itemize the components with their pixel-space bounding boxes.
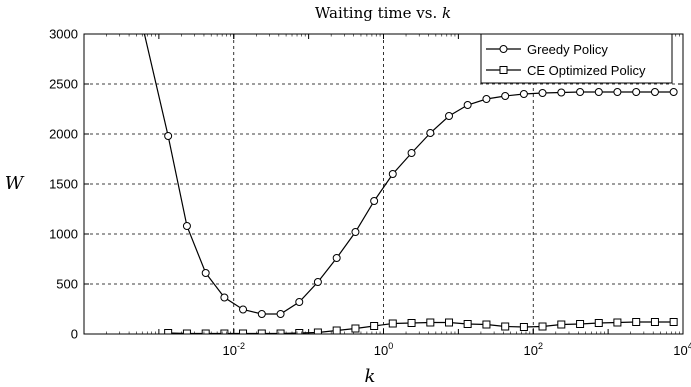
legend-label-greedy-policy: Greedy Policy [527, 42, 608, 57]
data-point-ce-optimized-policy [613, 318, 622, 327]
grid [84, 34, 683, 334]
data-point-greedy-policy [407, 149, 416, 157]
data-point-greedy-policy [201, 269, 210, 277]
data-point-greedy-policy [239, 305, 248, 314]
data-point-greedy-policy [182, 222, 191, 230]
data-point-greedy-policy [463, 101, 472, 109]
legend-item-ce-optimized-policy: CE Optimized Policy [486, 63, 646, 78]
data-point-ce-optimized-policy [519, 323, 528, 331]
legend-marker-greedy-policy [499, 45, 508, 53]
series-greedy-policy [143, 34, 678, 318]
data-point-greedy-policy [276, 310, 285, 318]
data-point-ce-optimized-policy [313, 328, 322, 334]
y-axis-label: W [5, 173, 25, 194]
data-point-greedy-policy [501, 92, 510, 100]
data-point-greedy-policy [445, 112, 454, 120]
legend-box [480, 33, 673, 84]
data-point-greedy-policy [538, 89, 547, 97]
data-point-ce-optimized-policy [426, 318, 435, 327]
data-point-ce-optimized-policy [407, 319, 416, 327]
legend-marker-ce-optimized-policy [499, 66, 508, 74]
data-point-greedy-policy [388, 170, 397, 178]
data-point-greedy-policy [519, 90, 528, 98]
data-point-ce-optimized-policy [650, 318, 659, 326]
data-point-ce-optimized-policy [669, 318, 678, 326]
legend-item-greedy-policy: Greedy Policy [486, 42, 608, 57]
data-point-ce-optimized-policy [370, 322, 379, 330]
data-point-greedy-policy [669, 88, 678, 96]
legend-label-ce-optimized-policy: CE Optimized Policy [527, 63, 646, 78]
data-point-greedy-policy [557, 88, 566, 97]
data-point-greedy-policy [370, 197, 379, 205]
legend: Greedy Policy CE Optimized Policy [480, 33, 673, 84]
chart-title: Waiting time vs. k [315, 4, 451, 22]
data-point-greedy-policy [295, 298, 304, 306]
data-point-ce-optimized-policy [538, 322, 547, 331]
data-point-greedy-policy [576, 88, 585, 96]
data-point-ce-optimized-policy [632, 318, 641, 326]
data-point-greedy-policy [594, 88, 603, 96]
data-point-ce-optimized-policy [463, 320, 472, 328]
data-point-ce-optimized-policy [332, 326, 341, 334]
y-tick-label: 1000 [49, 227, 78, 242]
data-point-ce-optimized-policy [351, 324, 360, 333]
data-point-greedy-policy [220, 293, 229, 302]
data-point-greedy-policy [257, 310, 266, 318]
data-point-ce-optimized-policy [594, 319, 603, 327]
data-point-ce-optimized-policy [164, 329, 173, 334]
data-point-ce-optimized-policy [388, 319, 397, 328]
y-tick-label: 1500 [49, 177, 78, 192]
x-tick-label: 100 [374, 341, 393, 358]
data-point-greedy-policy [426, 129, 435, 137]
x-tick-label: 104 [673, 341, 691, 358]
y-tick-label: 2500 [49, 77, 78, 92]
y-tick-label: 500 [56, 277, 78, 292]
x-tick-label: 102 [524, 341, 543, 358]
data-point-ce-optimized-policy [482, 320, 491, 329]
y-tick-label: 0 [71, 327, 78, 342]
data-point-ce-optimized-policy [557, 320, 566, 329]
data-point-greedy-policy [351, 228, 360, 236]
data-point-ce-optimized-policy [445, 318, 454, 327]
data-point-greedy-policy [613, 88, 622, 96]
data-point-ce-optimized-policy [295, 329, 304, 334]
data-point-ce-optimized-policy [576, 320, 585, 328]
data-point-greedy-policy [313, 278, 322, 286]
data-point-greedy-policy [164, 132, 173, 140]
x-axis-label: k [365, 366, 376, 387]
x-tick-label: 10-2 [223, 341, 245, 358]
y-tick-label: 3000 [49, 27, 78, 42]
data-point-greedy-policy [332, 254, 341, 262]
data-point-greedy-policy [482, 95, 491, 103]
y-tick-label: 2000 [49, 127, 78, 142]
data-point-ce-optimized-policy [501, 322, 510, 331]
data-point-greedy-policy [632, 88, 641, 96]
data-point-greedy-policy [650, 88, 659, 96]
